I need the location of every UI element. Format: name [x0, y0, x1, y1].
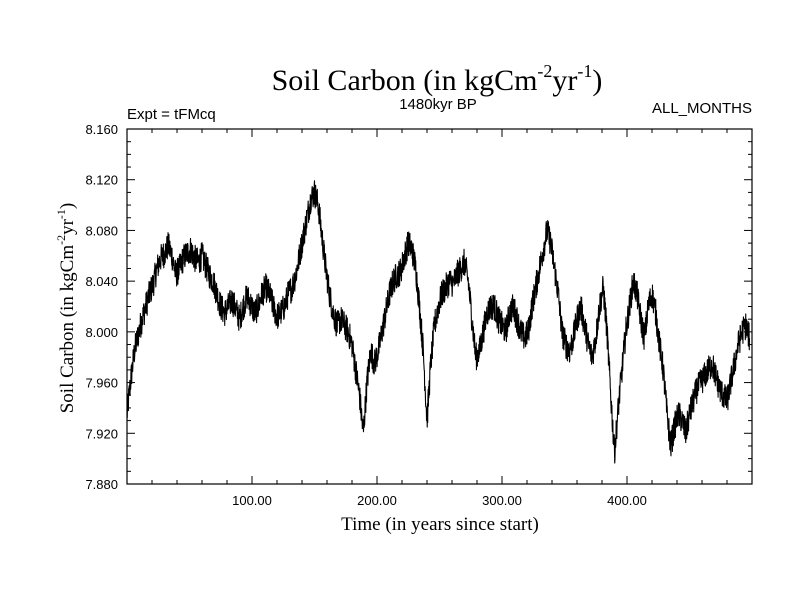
y-tick-label: 8.000 — [85, 325, 118, 340]
y-tick-label: 8.080 — [85, 223, 118, 238]
x-tick-label: 100.00 — [232, 493, 272, 508]
chart-title-main: Soil Carbon (in kgCm — [272, 64, 538, 97]
chart-title: Soil Carbon (in kgCm-2yr-1) — [272, 61, 603, 97]
y-axis-label-mid: yr — [57, 218, 78, 235]
x-tick-label: 300.00 — [482, 493, 522, 508]
experiment-label: Expt = tFMcq — [127, 106, 216, 123]
x-axis-label: Time (in years since start) — [341, 514, 539, 535]
y-tick-label: 7.960 — [85, 376, 118, 391]
chart-title-sup1: -2 — [537, 61, 552, 81]
y-tick-label: 7.880 — [85, 477, 118, 492]
y-tick-label: 8.160 — [85, 122, 118, 137]
y-tick-label: 8.040 — [85, 274, 118, 289]
chart-title-mid: yr — [552, 64, 577, 97]
y-axis-label-end: ) — [57, 203, 78, 209]
chart-title-end: ) — [592, 64, 602, 97]
y-axis-label-main: Soil Carbon (in kgCm — [57, 245, 78, 414]
y-axis-label-sup2: -1 — [54, 209, 68, 219]
x-axis-ticks: 100.00 200.00 300.00 400.00 — [151, 129, 728, 508]
series-line-soil-carbon — [126, 180, 751, 464]
y-tick-label: 8.120 — [85, 173, 118, 188]
series-layer — [126, 180, 751, 464]
y-axis-label: Soil Carbon (in kgCm-2yr-1) — [54, 203, 78, 414]
y-tick-label: 7.920 — [85, 426, 118, 441]
chart-title-sup2: -1 — [577, 61, 592, 81]
chart-subtitle: 1480kyr BP — [399, 96, 477, 113]
y-axis-ticks: 7.880 7.920 7.960 8.000 8.040 8.080 8.120 8.160 — [85, 122, 752, 492]
x-tick-label: 200.00 — [357, 493, 397, 508]
x-tick-label: 400.00 — [607, 493, 647, 508]
season-label: ALL_MONTHS — [652, 100, 752, 117]
y-axis-label-sup1: -2 — [54, 235, 68, 245]
